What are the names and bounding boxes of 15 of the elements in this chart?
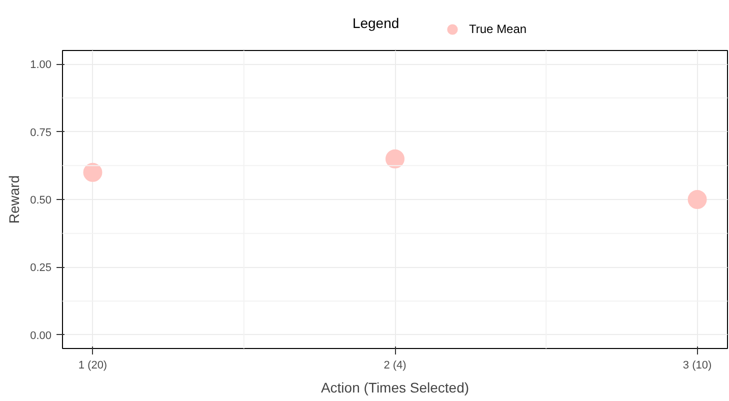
y-tick-label: 0.50	[30, 194, 52, 206]
y-tick-label: 0.00	[30, 330, 52, 342]
point	[688, 190, 707, 209]
point	[83, 162, 102, 182]
x-tick-label: 3 (10)	[682, 360, 712, 372]
x-axis-title: Action (Times Selected)	[320, 380, 470, 396]
point	[386, 149, 404, 168]
x-tick-label: 2 (4)	[384, 360, 406, 372]
y-tick-label: 0.25	[30, 262, 52, 274]
legend-title: Legend	[352, 15, 400, 31]
legend-label: True Mean	[469, 22, 527, 36]
x-tick-label: 1 (20)	[78, 360, 108, 372]
y-tick-label: 0.75	[30, 126, 52, 139]
y-axis-title: Reward	[6, 175, 22, 224]
y-tick-label: 1.00	[30, 59, 52, 72]
